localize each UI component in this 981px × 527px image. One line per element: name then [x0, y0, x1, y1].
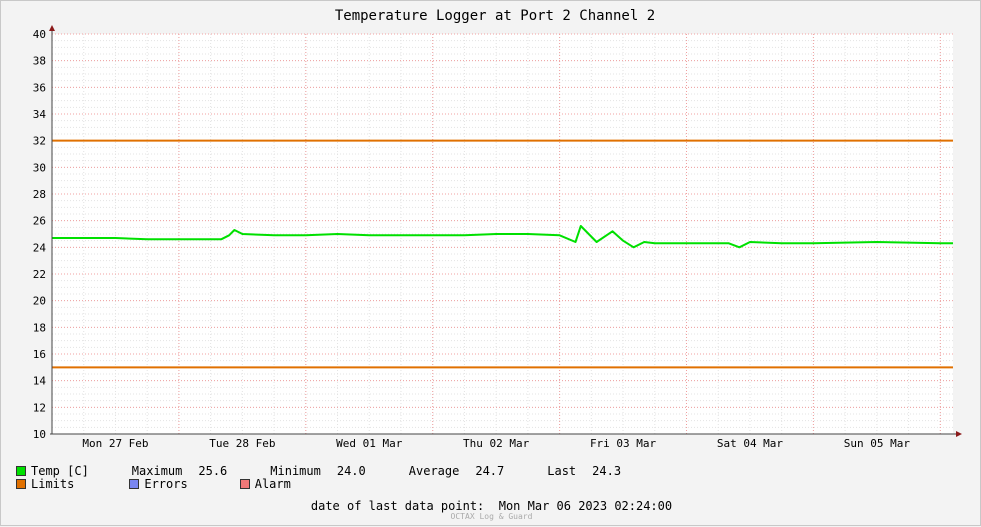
footer-value: Mon Mar 06 2023 02:24:00	[498, 499, 673, 513]
chart-title: Temperature Logger at Port 2 Channel 2	[335, 8, 655, 24]
legend-limits-label: Limits	[31, 477, 75, 491]
limits-swatch	[16, 479, 26, 489]
x-day-label: Tue 28 Feb	[209, 437, 275, 450]
y-tick-label: 26	[33, 215, 46, 228]
y-tick-label: 10	[33, 428, 46, 441]
y-tick-label: 20	[33, 295, 46, 308]
legend-min-label: Minimum	[270, 464, 321, 478]
x-day-label: Fri 03 Mar	[590, 437, 657, 450]
last-data-point-footer: date of last data point: Mon Mar 06 2023…	[1, 499, 981, 513]
credit-watermark: OCTAX Log & Guard	[450, 512, 533, 521]
legend-avg-label: Average	[408, 464, 460, 478]
footer-label: date of last data point:	[310, 499, 485, 513]
x-day-label: Thu 02 Mar	[463, 437, 530, 450]
y-tick-label: 36	[33, 81, 46, 94]
x-axis-arrow	[956, 431, 962, 437]
x-day-label: Sun 05 Mar	[844, 437, 911, 450]
temp-series-line	[52, 225, 953, 249]
alarm-swatch	[239, 479, 250, 489]
legend-temp-label: Temp [C]	[31, 464, 89, 478]
x-day-label: Sat 04 Mar	[717, 437, 784, 450]
y-tick-label: 16	[33, 348, 46, 361]
legend-row-1: Temp [C] Maximum 25.6 Minimum 24.0 Avera…	[16, 464, 621, 478]
y-tick-label: 40	[33, 28, 46, 41]
temp-swatch	[16, 466, 26, 476]
x-day-label: Mon 27 Feb	[82, 437, 148, 450]
y-tick-label: 30	[33, 161, 46, 174]
y-tick-label: 38	[33, 55, 46, 68]
y-tick-label: 12	[33, 401, 46, 414]
y-tick-label: 18	[33, 321, 46, 334]
legend-max-label: Maximum	[131, 464, 183, 478]
legend-last-label: Last	[547, 464, 577, 478]
legend-alarm-label: Alarm	[254, 477, 291, 491]
legend-row-2: Limits Errors Alarm	[16, 477, 291, 491]
y-tick-label: 28	[33, 188, 46, 201]
y-tick-label: 24	[33, 241, 47, 254]
x-day-label: Wed 01 Mar	[336, 437, 403, 450]
legend-errors-label: Errors	[144, 477, 188, 491]
legend-avg-value: 24.7	[475, 464, 505, 478]
y-tick-label: 34	[33, 108, 47, 121]
legend-min-value: 24.0	[336, 464, 366, 478]
legend-last-value: 24.3	[592, 464, 622, 478]
errors-swatch	[129, 479, 140, 489]
y-tick-label: 32	[33, 135, 46, 148]
legend-max-value: 25.6	[198, 464, 228, 478]
y-tick-label: 14	[33, 375, 47, 388]
y-tick-label: 22	[33, 268, 46, 281]
y-axis-arrow	[49, 25, 55, 31]
